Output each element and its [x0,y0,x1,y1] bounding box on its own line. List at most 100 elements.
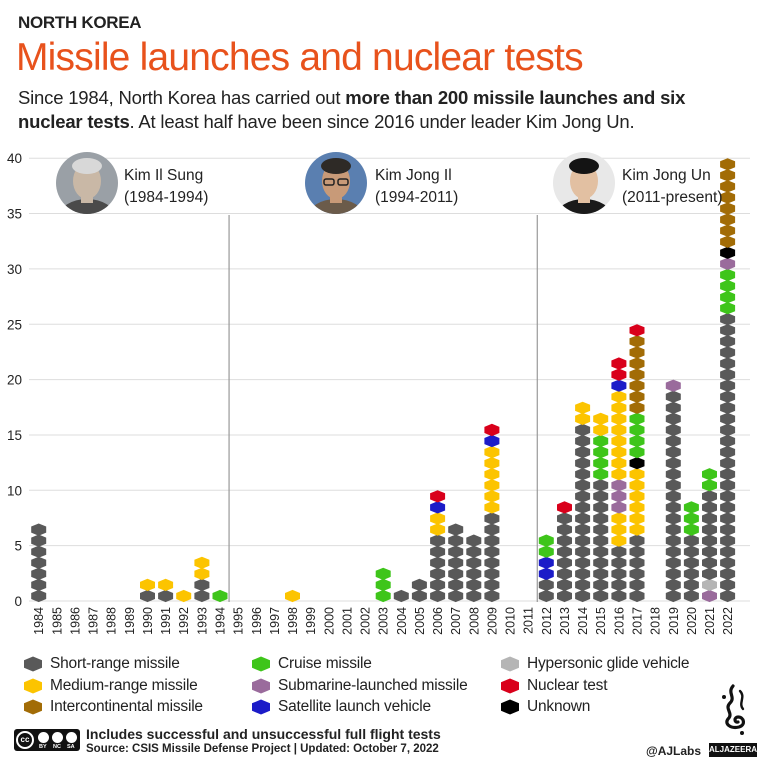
x-tick-label-2017: 2017 [631,607,645,635]
hex-medium-2015-16 [593,423,609,437]
hex-short-2016-3 [611,567,627,580]
hex-cruise-2012-5 [538,545,554,558]
x-tick-label-1997: 1997 [268,607,282,635]
hex-medium-1991-2 [158,578,174,591]
leader-name-3: Kim Jong Un [622,167,711,184]
hex-short-2022-17 [720,412,736,425]
by-icon [38,732,49,743]
hex-icbm-2017-19 [629,390,645,403]
hex-short-2012-2 [538,578,554,591]
hex-short-2019-5 [665,545,681,558]
hex-short-2013-8 [557,512,572,525]
hex-medium-2017-10 [629,490,645,503]
hex-short-2015-7 [593,523,609,536]
hex-short-2012-1 [538,589,554,603]
hex-cruise-2022-27 [720,302,736,315]
hex-short-2019-14 [665,446,681,459]
leader-portrait-1 [56,152,118,214]
hex-short-2015-4 [593,556,609,569]
ajlabs-handle: @AJLabs [646,744,702,758]
hex-icbm-2022-38 [720,180,736,193]
cc-icon: cc [16,731,34,749]
hex-short-2014-11 [575,479,591,492]
hex-short-2019-12 [665,468,681,481]
hex-icbm-2017-18 [629,401,645,414]
x-tick-label-2001: 2001 [340,607,354,635]
hex-short-2019-18 [665,401,681,414]
hex-short-2006-2 [430,578,446,591]
hex-short-2021-10 [702,490,717,503]
legend-hex-medium-icon [24,678,42,694]
x-tick-label-2002: 2002 [359,607,373,635]
hex-short-2015-1 [593,589,609,603]
hex-medium-2016-19 [611,390,627,403]
hex-slbm-2019-20 [665,379,681,392]
footnote: Includes successful and unsuccessful ful… [86,726,441,742]
x-tick-label-2003: 2003 [377,607,391,635]
hex-short-2006-6 [430,534,446,547]
hex-unknown-2017-13 [629,457,645,470]
legend-label-unknown: Unknown [527,698,591,715]
x-tick-label-2008: 2008 [467,607,481,635]
hex-short-1991-1 [158,589,174,603]
hex-short-1993-2 [194,578,210,591]
legend-label-icbm: Intercontinental missile [50,698,203,715]
hex-cruise-2021-11 [702,479,717,492]
hex-short-2022-4 [720,556,736,569]
creative-commons-badge: cc BY NC SA [14,729,80,751]
hex-medium-2016-16 [611,423,627,437]
hex-short-2017-2 [629,578,645,591]
hex-cruise-2015-12 [593,468,609,481]
x-tick-label-2013: 2013 [558,607,572,635]
y-tick-label-5: 5 [14,539,22,554]
hex-short-2014-3 [575,567,591,580]
hex-medium-2016-8 [611,512,627,525]
hex-short-2014-12 [575,468,591,481]
hex-cruise-2015-15 [593,434,609,448]
hex-short-2015-6 [593,534,609,547]
hex-short-2021-5 [702,545,717,558]
hex-short-1984-1 [31,589,47,603]
hex-short-2007-7 [448,523,464,536]
hex-medium-2009-10 [484,490,500,503]
hex-short-2019-10 [665,490,681,503]
hex-short-2019-13 [665,457,681,470]
hex-short-2008-6 [466,534,482,547]
hex-short-2016-1 [611,589,627,603]
chart-subtitle: Since 1984, North Korea has carried out … [18,87,686,132]
hex-short-2014-16 [575,423,591,437]
legend-label-cruise: Cruise missile [278,655,372,672]
hex-short-1984-2 [31,578,47,591]
hex-cruise-2017-16 [629,423,645,437]
nc-icon [52,732,63,743]
hex-medium-2017-9 [629,501,645,514]
hex-medium-2015-17 [593,412,609,425]
hex-short-2022-19 [720,390,736,403]
hex-icbm-2022-33 [720,235,736,248]
hex-short-2016-4 [611,556,627,569]
y-tick-label-40: 40 [7,151,22,166]
x-tick-label-1995: 1995 [232,607,246,635]
x-tick-label-2010: 2010 [504,607,518,635]
hex-short-2008-2 [466,578,482,591]
hex-short-2014-8 [575,512,591,525]
hex-short-2015-5 [593,545,609,558]
hex-short-2022-8 [720,512,736,525]
x-tick-label-2019: 2019 [667,607,681,635]
hex-short-2019-4 [665,556,681,569]
hex-short-2020-6 [683,534,699,547]
hex-short-2022-14 [720,446,736,459]
hex-slv-2016-20 [611,379,627,392]
hex-icbm-2022-39 [720,169,736,182]
hex-short-2004-1 [393,589,409,603]
hex-nuclear-2016-22 [611,357,627,370]
legend-label-short: Short-range missile [50,655,180,672]
hex-slv-2012-4 [538,556,554,569]
hex-medium-2016-18 [611,401,627,414]
hex-short-2022-16 [720,423,736,437]
hex-short-1984-7 [31,523,47,536]
hex-nuclear-2016-21 [611,368,627,381]
hex-medium-1993-3 [194,567,210,580]
hex-short-2019-3 [665,567,681,580]
hex-short-2005-1 [411,589,427,603]
